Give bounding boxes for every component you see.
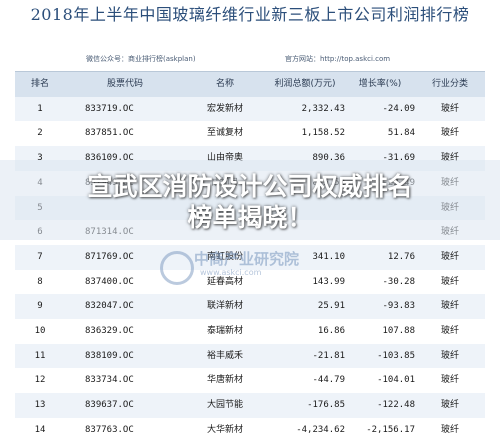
cell-profit: 25.91: [317, 301, 345, 312]
cell-name: 泰瑞新材: [206, 326, 243, 336]
table-row: 7 871769.OC 南虹股份 341.10 12.76 玻纤: [15, 244, 485, 270]
header-profit: 利润总额(万元): [274, 79, 336, 89]
cell-name: 华唐新材: [206, 375, 243, 386]
wechat-info: 微信公众号：商业排行榜(askplan): [86, 55, 196, 63]
cell-industry: 玻纤: [440, 375, 459, 386]
cell-industry: 玻纤: [440, 350, 459, 361]
header-rank: 排名: [30, 79, 49, 89]
headline-line-1: 宣武区消防设计公司权威排名: [87, 172, 413, 201]
cell-profit: 890.36: [312, 153, 345, 164]
cell-growth: -31.69: [382, 153, 415, 164]
cell-code: 837851.OC: [85, 128, 134, 139]
cell-rank: 9: [37, 301, 43, 312]
cell-profit: -4,234.62: [296, 424, 345, 435]
headline-banner: 宣武区消防设计公司权威排名 榜单揭晓！: [0, 171, 500, 233]
cell-name: 至诚复材: [206, 128, 243, 139]
cell-growth: 51.84: [387, 128, 415, 139]
cell-rank: 3: [37, 153, 43, 164]
cell-code: 836109.OC: [85, 153, 134, 164]
cell-industry: 玻纤: [440, 301, 459, 312]
cell-growth: -24.09: [382, 103, 415, 114]
header-code: 股票代码: [106, 79, 143, 89]
cell-profit: 16.86: [317, 326, 345, 336]
cell-code: 871769.OC: [85, 251, 134, 262]
cell-code: 838109.OC: [85, 350, 134, 361]
cell-rank: 12: [34, 375, 46, 386]
cell-code: 833734.OC: [85, 375, 134, 386]
cell-code: 837763.OC: [85, 424, 134, 435]
cell-code: 833719.OC: [85, 103, 134, 114]
header-industry: 行业分类: [431, 79, 468, 89]
cell-profit: 341.10: [312, 251, 345, 262]
cell-growth: -122.48: [377, 400, 415, 411]
cell-growth: -2,156.17: [366, 424, 415, 435]
table-row: 12 833734.OC 华唐新材 -44.79 -104.01 玻纤: [15, 368, 485, 394]
table-row: 2 837851.OC 至诚复材 1,158.52 51.84 玻纤: [15, 121, 485, 147]
header-growth: 增长率(%): [358, 79, 402, 89]
watermark: 中商产业研究院 www.askci.com: [160, 246, 330, 296]
cell-name: 大园节能: [206, 400, 243, 411]
cell-name: 宏发新材: [206, 103, 243, 114]
cell-rank: 14: [34, 424, 46, 435]
cell-profit: -21.81: [312, 350, 345, 361]
cell-industry: 玻纤: [440, 128, 459, 139]
cell-rank: 8: [37, 276, 43, 287]
table-row: 11 838109.OC 裕丰威禾 -21.81 -103.85 玻纤: [15, 343, 485, 369]
cell-rank: 2: [37, 128, 43, 139]
cell-name: 联洋新材: [206, 301, 243, 312]
cell-growth: -104.01: [377, 375, 415, 386]
cell-code: 839637.OC: [85, 400, 134, 411]
cell-profit: 143.99: [312, 276, 345, 287]
table-header-row: 排名 股票代码 名称 利润总额(万元) 增长率(%) 行业分类: [15, 72, 485, 97]
cell-name: 山由帝奥: [206, 153, 243, 164]
table-row: 14 837763.OC 大华新材 -4,234.62 -2,156.17 玻纤: [15, 417, 485, 442]
cell-growth: -30.28: [382, 276, 415, 287]
cell-industry: 玻纤: [440, 251, 459, 262]
cell-code: 837400.OC: [85, 276, 134, 287]
table-row: 13 839637.OC 大园节能 -176.85 -122.48 玻纤: [15, 393, 485, 418]
cell-profit: -176.85: [307, 400, 345, 411]
watermark-logo-icon: [160, 251, 194, 285]
cell-name: 延春高材: [206, 276, 243, 287]
page-title: 2018年上半年中国玻璃纤维行业新三板上市公司利润排行榜: [30, 5, 470, 24]
cell-code: 836329.OC: [85, 326, 134, 336]
cell-industry: 玻纤: [440, 103, 459, 114]
header-name: 名称: [215, 79, 234, 89]
cell-rank: 13: [34, 400, 46, 411]
cell-industry: 玻纤: [440, 424, 459, 435]
banner-overlay: [0, 160, 500, 240]
headline-line-2: 榜单揭晓！: [187, 203, 313, 232]
cell-rank: 1: [37, 103, 43, 114]
watermark-url: www.askci.com: [200, 268, 262, 277]
table-row: 1 833719.OC 宏发新材 2,332.43 -24.09 玻纤: [15, 96, 485, 122]
watermark-name: 中商产业研究院: [194, 250, 300, 268]
cell-industry: 玻纤: [440, 400, 459, 411]
cell-profit: 2,332.43: [301, 103, 345, 114]
cell-industry: 玻纤: [440, 153, 459, 164]
cell-rank: 7: [37, 251, 43, 262]
cell-growth: -93.83: [382, 301, 415, 312]
cell-name: 大华新材: [206, 424, 243, 435]
cell-name: 裕丰威禾: [206, 350, 243, 361]
cell-name: 南虹股份: [206, 251, 243, 262]
table-row: 10 836329.OC 泰瑞新材 16.86 107.88 玻纤: [15, 319, 485, 344]
cell-rank: 11: [34, 350, 46, 361]
cell-industry: 玻纤: [440, 326, 459, 336]
table-row: 9 832047.OC 联洋新材 25.91 -93.83 玻纤: [15, 294, 485, 319]
cell-profit: -44.79: [312, 375, 345, 386]
cell-growth: 12.76: [387, 251, 415, 262]
cell-rank: 10: [34, 326, 46, 336]
cell-growth: 107.88: [382, 326, 415, 336]
website-info: 官方网站：http://top.askci.com: [285, 55, 391, 63]
table-row: 8 837400.OC 延春高材 143.99 -30.28 玻纤: [15, 269, 485, 295]
cell-industry: 玻纤: [440, 276, 459, 287]
cell-growth: -103.85: [377, 350, 415, 361]
cell-code: 832047.OC: [85, 301, 134, 312]
cell-profit: 1,158.52: [301, 128, 345, 139]
